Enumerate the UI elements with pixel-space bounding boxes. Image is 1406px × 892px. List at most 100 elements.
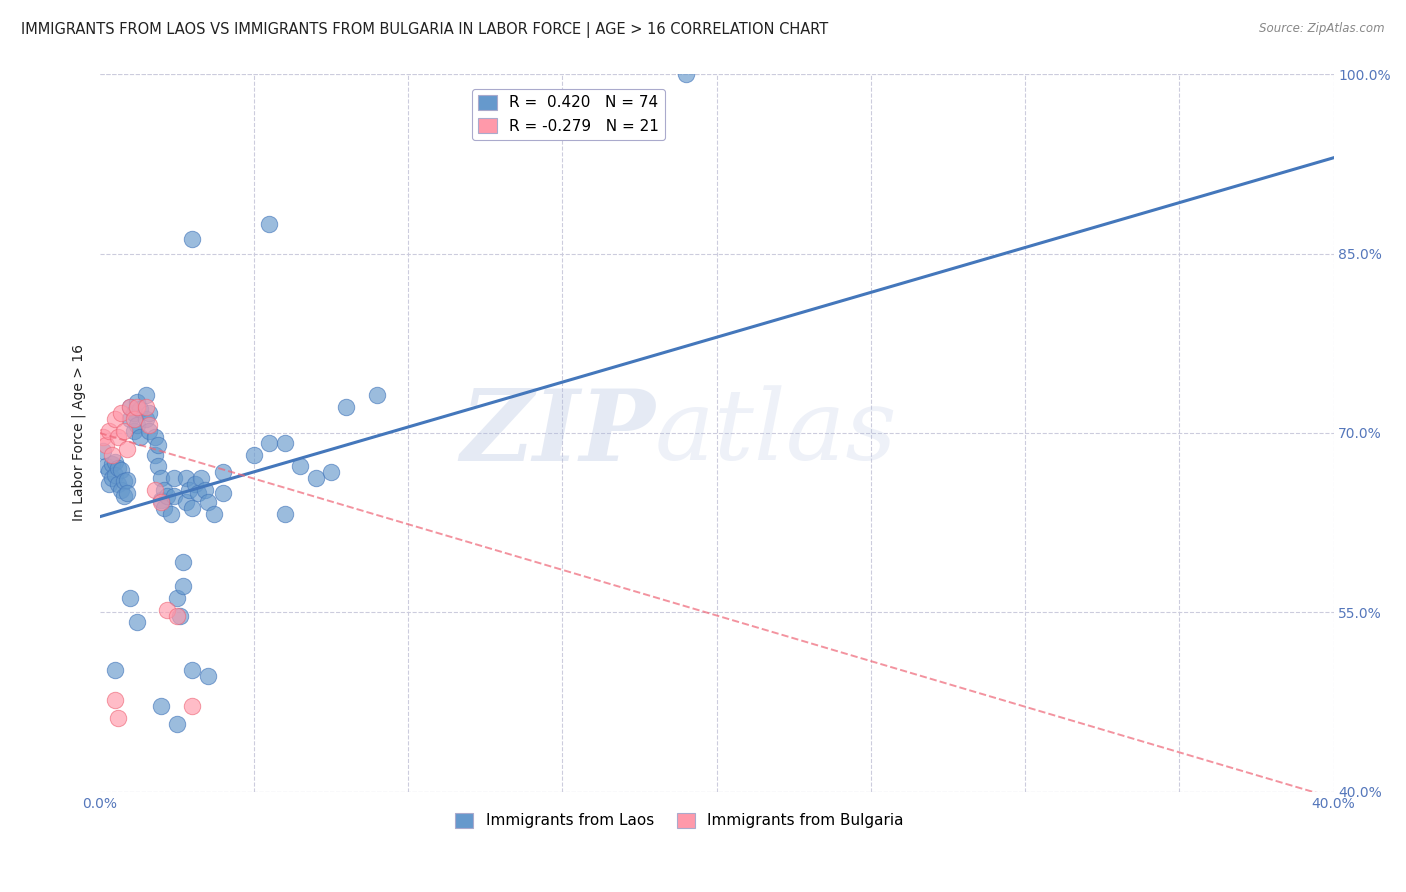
Point [107,711,129,725]
Point [110,463,132,477]
Point [125,400,148,414]
Point [166,609,188,624]
Point [172,579,194,593]
Point [148,459,170,474]
Point [101,448,124,462]
Point [143,429,166,443]
Point [148,438,170,452]
Point [150,493,173,508]
Point [163,471,186,485]
Point [675,67,697,81]
Point [112,474,135,488]
Point [128,429,150,443]
Point [193,483,215,498]
Point [259,435,281,450]
Point [97,477,120,491]
Text: ZIP: ZIP [460,384,655,482]
Point [104,467,127,482]
Point [120,591,142,606]
Point [273,435,295,450]
Point [212,485,235,500]
Point [319,466,342,480]
Y-axis label: In Labor Force | Age > 16: In Labor Force | Age > 16 [72,344,86,522]
Point [138,406,160,420]
Point [91,429,114,443]
Point [304,471,326,485]
Point [138,424,160,438]
Point [156,490,179,504]
Point [150,471,173,485]
Point [153,483,176,498]
Point [174,495,197,509]
Point [197,495,219,509]
Point [202,508,225,522]
Point [112,490,135,504]
Point [120,400,142,414]
Point [259,217,281,231]
Point [97,464,120,478]
Point [135,400,157,414]
Point [125,615,148,629]
Point [166,591,188,606]
Point [120,400,142,414]
Text: IMMIGRANTS FROM LAOS VS IMMIGRANTS FROM BULGARIA IN LABOR FORCE | AGE > 16 CORRE: IMMIGRANTS FROM LAOS VS IMMIGRANTS FROM … [21,22,828,38]
Point [184,477,207,491]
Point [190,471,212,485]
Point [153,501,176,516]
Point [104,693,127,707]
Point [117,442,139,456]
Point [181,501,204,516]
Text: atlas: atlas [655,385,897,481]
Point [197,669,219,683]
Point [366,387,388,401]
Text: Source: ZipAtlas.com: Source: ZipAtlas.com [1260,22,1385,36]
Point [187,485,209,500]
Point [117,473,139,487]
Point [122,424,145,438]
Point [94,459,117,474]
Point [150,698,173,713]
Point [117,485,139,500]
Point [125,395,148,409]
Point [94,438,117,452]
Point [101,457,124,471]
Point [156,603,179,617]
Point [97,424,120,438]
Point [243,448,266,462]
Point [120,411,142,425]
Point [128,402,150,417]
Point [125,417,148,432]
Point [104,411,127,425]
Point [107,477,129,491]
Point [288,459,311,474]
Point [174,471,197,485]
Point [150,495,173,509]
Point [143,483,166,498]
Point [135,387,157,401]
Point [335,400,357,414]
Point [212,466,235,480]
Point [181,663,204,677]
Point [169,609,191,624]
Point [181,698,204,713]
Point [166,716,188,731]
Point [159,508,181,522]
Point [143,448,166,462]
Point [172,555,194,569]
Point [122,411,145,425]
Point [104,455,127,469]
Point [107,429,129,443]
Point [107,460,129,475]
Point [138,417,160,432]
Point [112,424,135,438]
Point [273,508,295,522]
Point [101,471,124,485]
Point [91,444,114,458]
Point [181,232,204,246]
Legend: Immigrants from Laos, Immigrants from Bulgaria: Immigrants from Laos, Immigrants from Bu… [449,807,910,835]
Point [163,490,186,504]
Point [122,406,145,420]
Point [110,406,132,420]
Point [104,663,127,677]
Point [110,483,132,498]
